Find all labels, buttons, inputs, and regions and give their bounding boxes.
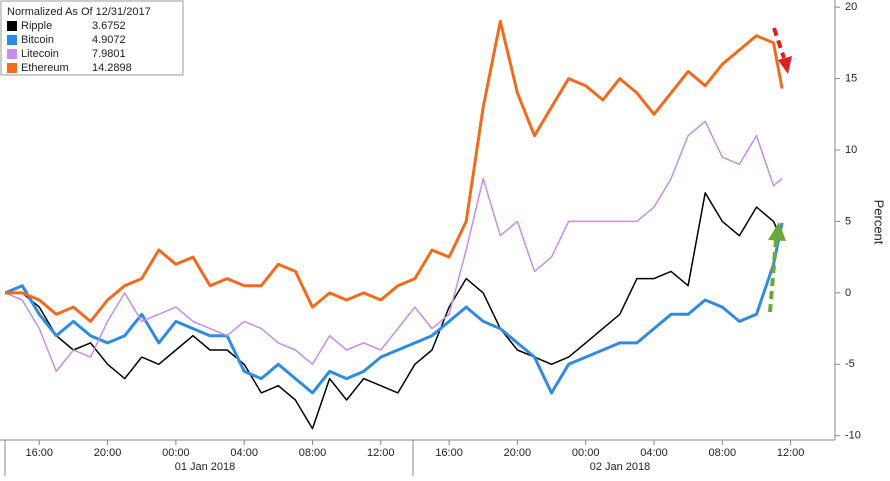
legend: Ripple 3.6752 Bitcoin 4.9072 Litecoin 7.9801 E… bbox=[7, 20, 132, 74]
arrows bbox=[768, 27, 792, 313]
legend-value: 14.2898 bbox=[92, 62, 132, 74]
legend-box bbox=[0, 0, 184, 76]
x-tick-label: 16:00 bbox=[26, 447, 54, 459]
day-label: 01 Jan 2018 bbox=[175, 461, 236, 473]
x-tick-label: 16:00 bbox=[435, 447, 463, 459]
legend-value: 4.9072 bbox=[92, 34, 126, 46]
legend-swatch bbox=[7, 49, 17, 59]
legend-swatch bbox=[7, 35, 17, 45]
plot bbox=[4, 19, 784, 430]
series-line bbox=[4, 222, 784, 395]
y-tick-label: -5 bbox=[845, 358, 855, 370]
legend-value: 7.9801 bbox=[92, 48, 126, 60]
legend-name: Ripple bbox=[21, 20, 52, 32]
x-tick-label: 00:00 bbox=[162, 447, 190, 459]
y-tick-label: 20 bbox=[845, 1, 857, 13]
arrow-shaft bbox=[772, 27, 786, 59]
y-tick-label: -10 bbox=[845, 430, 861, 442]
legend-name: Ethereum bbox=[21, 62, 69, 74]
day-label: 02 Jan 2018 bbox=[590, 461, 651, 473]
legend-title: Normalized As Of 12/31/2017 bbox=[7, 6, 151, 18]
x-tick-label: 00:00 bbox=[572, 447, 600, 459]
x-tick-label: 12:00 bbox=[777, 447, 805, 459]
arrow-head bbox=[778, 56, 792, 74]
x-tick-label: 20:00 bbox=[94, 447, 122, 459]
arrow-head bbox=[768, 222, 786, 241]
y-tick-label: 0 bbox=[845, 287, 851, 299]
legend-name: Bitcoin bbox=[21, 34, 54, 46]
legend-swatch bbox=[7, 63, 17, 73]
x-tick-label: 04:00 bbox=[640, 447, 668, 459]
legend-value: 3.6752 bbox=[92, 20, 126, 32]
legend-name: Litecoin bbox=[21, 48, 59, 60]
y-tick-label: 5 bbox=[845, 215, 851, 227]
x-tick-label: 08:00 bbox=[709, 447, 737, 459]
series-line bbox=[5, 19, 784, 323]
x-tick-label: 08:00 bbox=[299, 447, 327, 459]
y-tick-label: 10 bbox=[845, 144, 857, 156]
x-tick-label: 20:00 bbox=[504, 447, 532, 459]
series-line bbox=[5, 192, 783, 430]
x-tick-label: 12:00 bbox=[367, 447, 395, 459]
y-axis-label: Percent bbox=[872, 200, 887, 245]
legend-swatch bbox=[7, 21, 17, 31]
series-line bbox=[4, 120, 783, 373]
y-tick-label: 15 bbox=[845, 72, 857, 84]
x-tick-label: 04:00 bbox=[230, 447, 258, 459]
